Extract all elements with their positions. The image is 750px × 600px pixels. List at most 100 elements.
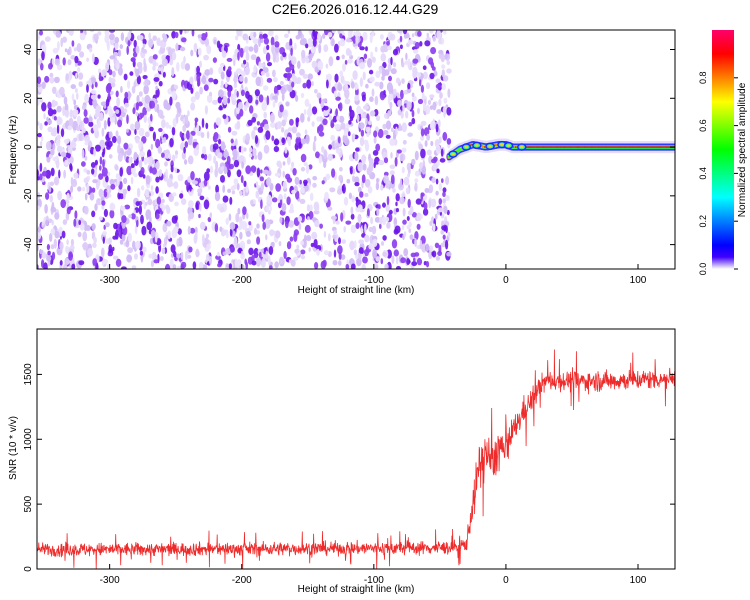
noise-speckle-dot [46, 244, 51, 251]
noise-speckle-dot [337, 30, 340, 34]
noise-speckle-dot [330, 215, 337, 220]
noise-speckle-dot [119, 239, 124, 245]
noise-speckle-dot [160, 66, 164, 75]
noise-speckle-dot [141, 48, 147, 54]
noise-speckle-dot [373, 137, 377, 144]
noise-speckle-dot [91, 168, 95, 175]
noise-speckle-dot [430, 140, 434, 147]
noise-speckle-dot [81, 149, 85, 159]
noise-speckle-dot [356, 114, 360, 123]
noise-speckle-dot [68, 30, 74, 36]
noise-speckle-dot [389, 170, 395, 176]
noise-speckle-dot [162, 71, 166, 78]
noise-speckle-dot [58, 169, 61, 179]
noise-speckle-dot [333, 90, 337, 97]
noise-speckle-dot [89, 47, 93, 53]
noise-speckle-dot [435, 256, 440, 261]
noise-speckle-dot [330, 122, 335, 128]
noise-speckle-dot [282, 161, 286, 166]
noise-speckle-dot [229, 163, 234, 170]
noise-speckle-dot [46, 255, 52, 262]
noise-speckle-dot [445, 176, 450, 185]
noise-speckle-dot [103, 208, 108, 218]
noise-speckle-dot [312, 30, 315, 37]
noise-speckle-dot [180, 261, 187, 269]
noise-speckle-dot [188, 246, 193, 253]
noise-speckle-dot [326, 73, 332, 82]
noise-speckle-dot [49, 194, 53, 203]
noise-speckle-dot [286, 72, 293, 79]
noise-speckle-dot [60, 199, 66, 209]
noise-speckle-dot [411, 101, 414, 110]
noise-speckle-dot [254, 154, 258, 160]
noise-speckle-dot [194, 91, 200, 100]
noise-speckle-dot [94, 203, 98, 211]
noise-speckle-dot [291, 161, 295, 168]
noise-speckle-dot [354, 182, 360, 187]
noise-speckle-dot [209, 212, 213, 219]
noise-speckle-dot [166, 220, 172, 227]
noise-speckle-dot [102, 236, 106, 244]
noise-speckle-dot [442, 187, 447, 193]
noise-speckle-dot [45, 169, 51, 179]
noise-speckle-dot [92, 98, 97, 107]
noise-speckle-dot [407, 132, 413, 137]
noise-speckle-dot [244, 66, 250, 76]
noise-speckle-dot [429, 105, 434, 110]
noise-speckle-dot [419, 239, 423, 250]
noise-speckle-dot [180, 251, 184, 261]
noise-speckle-dot [203, 237, 209, 246]
noise-speckle-dot [419, 162, 423, 169]
noise-speckle-dot [86, 183, 90, 194]
noise-speckle-dot [43, 262, 48, 269]
noise-speckle-dot [126, 128, 129, 133]
noise-speckle-dot [386, 195, 390, 206]
noise-speckle-dot [47, 119, 53, 125]
noise-speckle-dot [84, 93, 89, 104]
snr-y-axis: 0 500 1000 1500 [23, 363, 675, 572]
noise-speckle-dot [113, 222, 118, 230]
noise-speckle-dot [334, 73, 339, 83]
noise-speckle-dot [169, 138, 174, 148]
noise-speckle-dot [403, 33, 410, 39]
noise-speckle-dot [299, 68, 305, 76]
noise-speckle-dot [253, 253, 258, 259]
noise-speckle-dot [276, 121, 282, 130]
noise-speckle-dot [389, 164, 396, 170]
noise-speckle-dot [142, 38, 147, 45]
noise-speckle-dot [150, 113, 153, 122]
noise-speckle-dot [260, 70, 266, 76]
noise-speckle-dot [233, 236, 238, 246]
x-tick-label: -200 [232, 575, 252, 586]
noise-speckle-dot [400, 89, 404, 100]
noise-speckle-dot [91, 223, 96, 231]
noise-speckle-dot [217, 96, 222, 104]
noise-speckle-dot [389, 138, 396, 146]
noise-speckle-dot [294, 248, 300, 254]
noise-speckle-dot [53, 116, 57, 121]
noise-speckle-dot [138, 35, 144, 41]
noise-speckle-dot [287, 136, 292, 147]
noise-speckle-dot [105, 61, 110, 72]
noise-speckle-dot [295, 94, 299, 102]
noise-speckle-dot [266, 95, 270, 106]
noise-speckle-dot [345, 220, 352, 225]
noise-speckle-dot [66, 192, 70, 201]
noise-speckle-dot [181, 37, 187, 43]
noise-speckle-dot [268, 246, 274, 255]
noise-speckle-dot [175, 150, 178, 156]
noise-speckle-dot [127, 80, 131, 89]
noise-speckle-dot [313, 201, 320, 212]
noise-speckle-dot [304, 224, 311, 233]
noise-speckle-dot [144, 94, 151, 104]
noise-speckle-dot [441, 69, 445, 78]
noise-speckle-dot [245, 230, 251, 237]
noise-speckle-dot [289, 38, 293, 48]
noise-speckle-dot [362, 31, 368, 41]
noise-speckle-dot [193, 42, 198, 53]
noise-speckle-dot [103, 224, 106, 230]
noise-speckle-dot [132, 107, 136, 115]
noise-speckle-dot [253, 31, 257, 38]
noise-speckle-dot [98, 72, 102, 82]
noise-speckle-dot [199, 60, 203, 68]
